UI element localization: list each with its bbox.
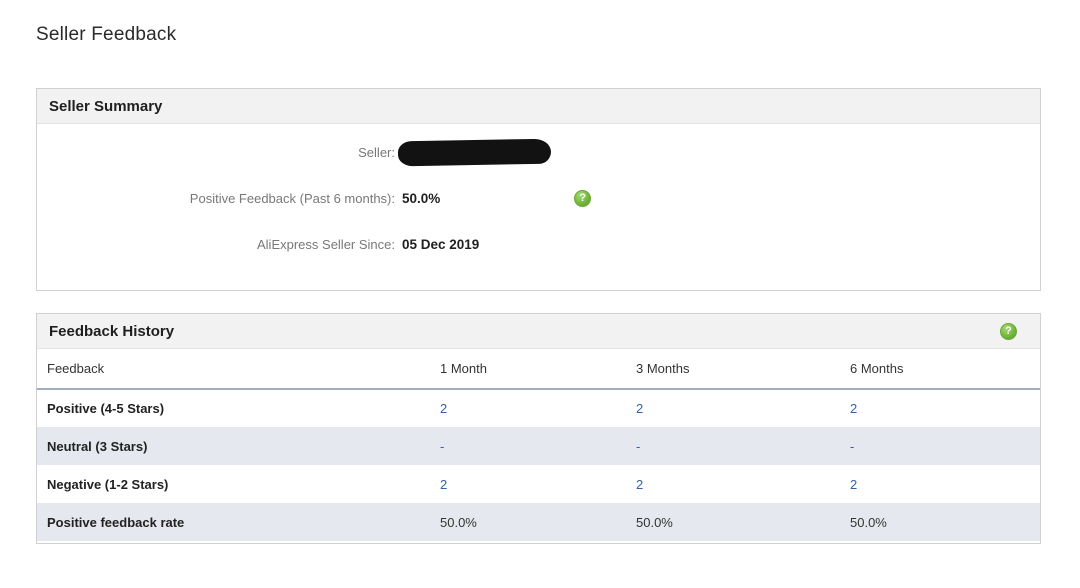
row-label-positive: Positive (4-5 Stars) <box>47 401 165 416</box>
feedback-history-title: Feedback History <box>49 322 175 340</box>
seller-since-row: AliExpress Seller Since: 05 Dec 2019 <box>37 232 1040 256</box>
seller-since-label: AliExpress Seller Since: <box>257 236 395 252</box>
positive-feedback-row: Positive Feedback (Past 6 months): 50.0%… <box>37 186 1040 210</box>
column-header-1-month: 1 Month <box>440 349 636 390</box>
seller-summary-panel: Seller Summary Seller: Positive Feedback… <box>36 88 1041 291</box>
feedback-rate-6m: 50.0% <box>850 514 887 530</box>
column-header-3-months: 3 Months <box>636 349 850 390</box>
row-label-feedback-rate: Positive feedback rate <box>47 514 185 530</box>
column-header-feedback: Feedback <box>37 349 440 390</box>
neutral-count-3m-link[interactable]: - <box>636 438 641 454</box>
help-icon[interactable]: ? <box>1000 323 1017 340</box>
seller-row: Seller: <box>37 138 1040 166</box>
seller-label: Seller: <box>358 144 395 160</box>
neutral-count-6m-link[interactable]: - <box>850 438 855 454</box>
feedback-rate-1m: 50.0% <box>440 514 477 530</box>
negative-count-6m-link[interactable]: 2 <box>850 476 858 492</box>
positive-count-3m-link[interactable]: 2 <box>636 401 644 416</box>
positive-count-1m-link[interactable]: 2 <box>440 401 448 416</box>
feedback-history-table: Feedback 1 Month 3 Months 6 Months Posit… <box>37 349 1040 541</box>
table-row-feedback-rate: Positive feedback rate 50.0% 50.0% 50.0% <box>37 503 1040 541</box>
table-row-positive: Positive (4-5 Stars) 2 2 2 <box>37 389 1040 427</box>
page-title: Seller Feedback <box>36 24 177 45</box>
feedback-history-header: Feedback History ? <box>37 314 1040 349</box>
column-header-6-months: 6 Months <box>850 349 1040 390</box>
neutral-count-1m-link[interactable]: - <box>440 438 445 454</box>
table-row-negative: Negative (1-2 Stars) 2 2 2 <box>37 465 1040 503</box>
positive-feedback-value: 50.0% <box>402 190 441 206</box>
seller-summary-title: Seller Summary <box>49 97 163 115</box>
feedback-rate-3m: 50.0% <box>636 514 673 530</box>
seller-since-value: 05 Dec 2019 <box>402 236 480 252</box>
table-header-row: Feedback 1 Month 3 Months 6 Months <box>37 349 1040 390</box>
feedback-history-panel: Feedback History ? Feedback 1 Month 3 Mo… <box>36 313 1041 544</box>
help-icon[interactable]: ? <box>574 189 592 207</box>
negative-count-3m-link[interactable]: 2 <box>636 476 644 492</box>
seller-summary-body: Seller: Positive Feedback (Past 6 months… <box>37 124 1040 256</box>
seller-summary-header: Seller Summary <box>37 89 1040 124</box>
negative-count-1m-link[interactable]: 2 <box>440 476 448 492</box>
redacted-seller-name <box>397 138 552 166</box>
row-label-neutral: Neutral (3 Stars) <box>47 438 148 454</box>
positive-feedback-label: Positive Feedback (Past 6 months): <box>189 190 395 206</box>
row-label-negative: Negative (1-2 Stars) <box>47 476 169 492</box>
table-row-neutral: Neutral (3 Stars) - - - <box>37 427 1040 465</box>
positive-count-6m-link[interactable]: 2 <box>850 401 858 416</box>
